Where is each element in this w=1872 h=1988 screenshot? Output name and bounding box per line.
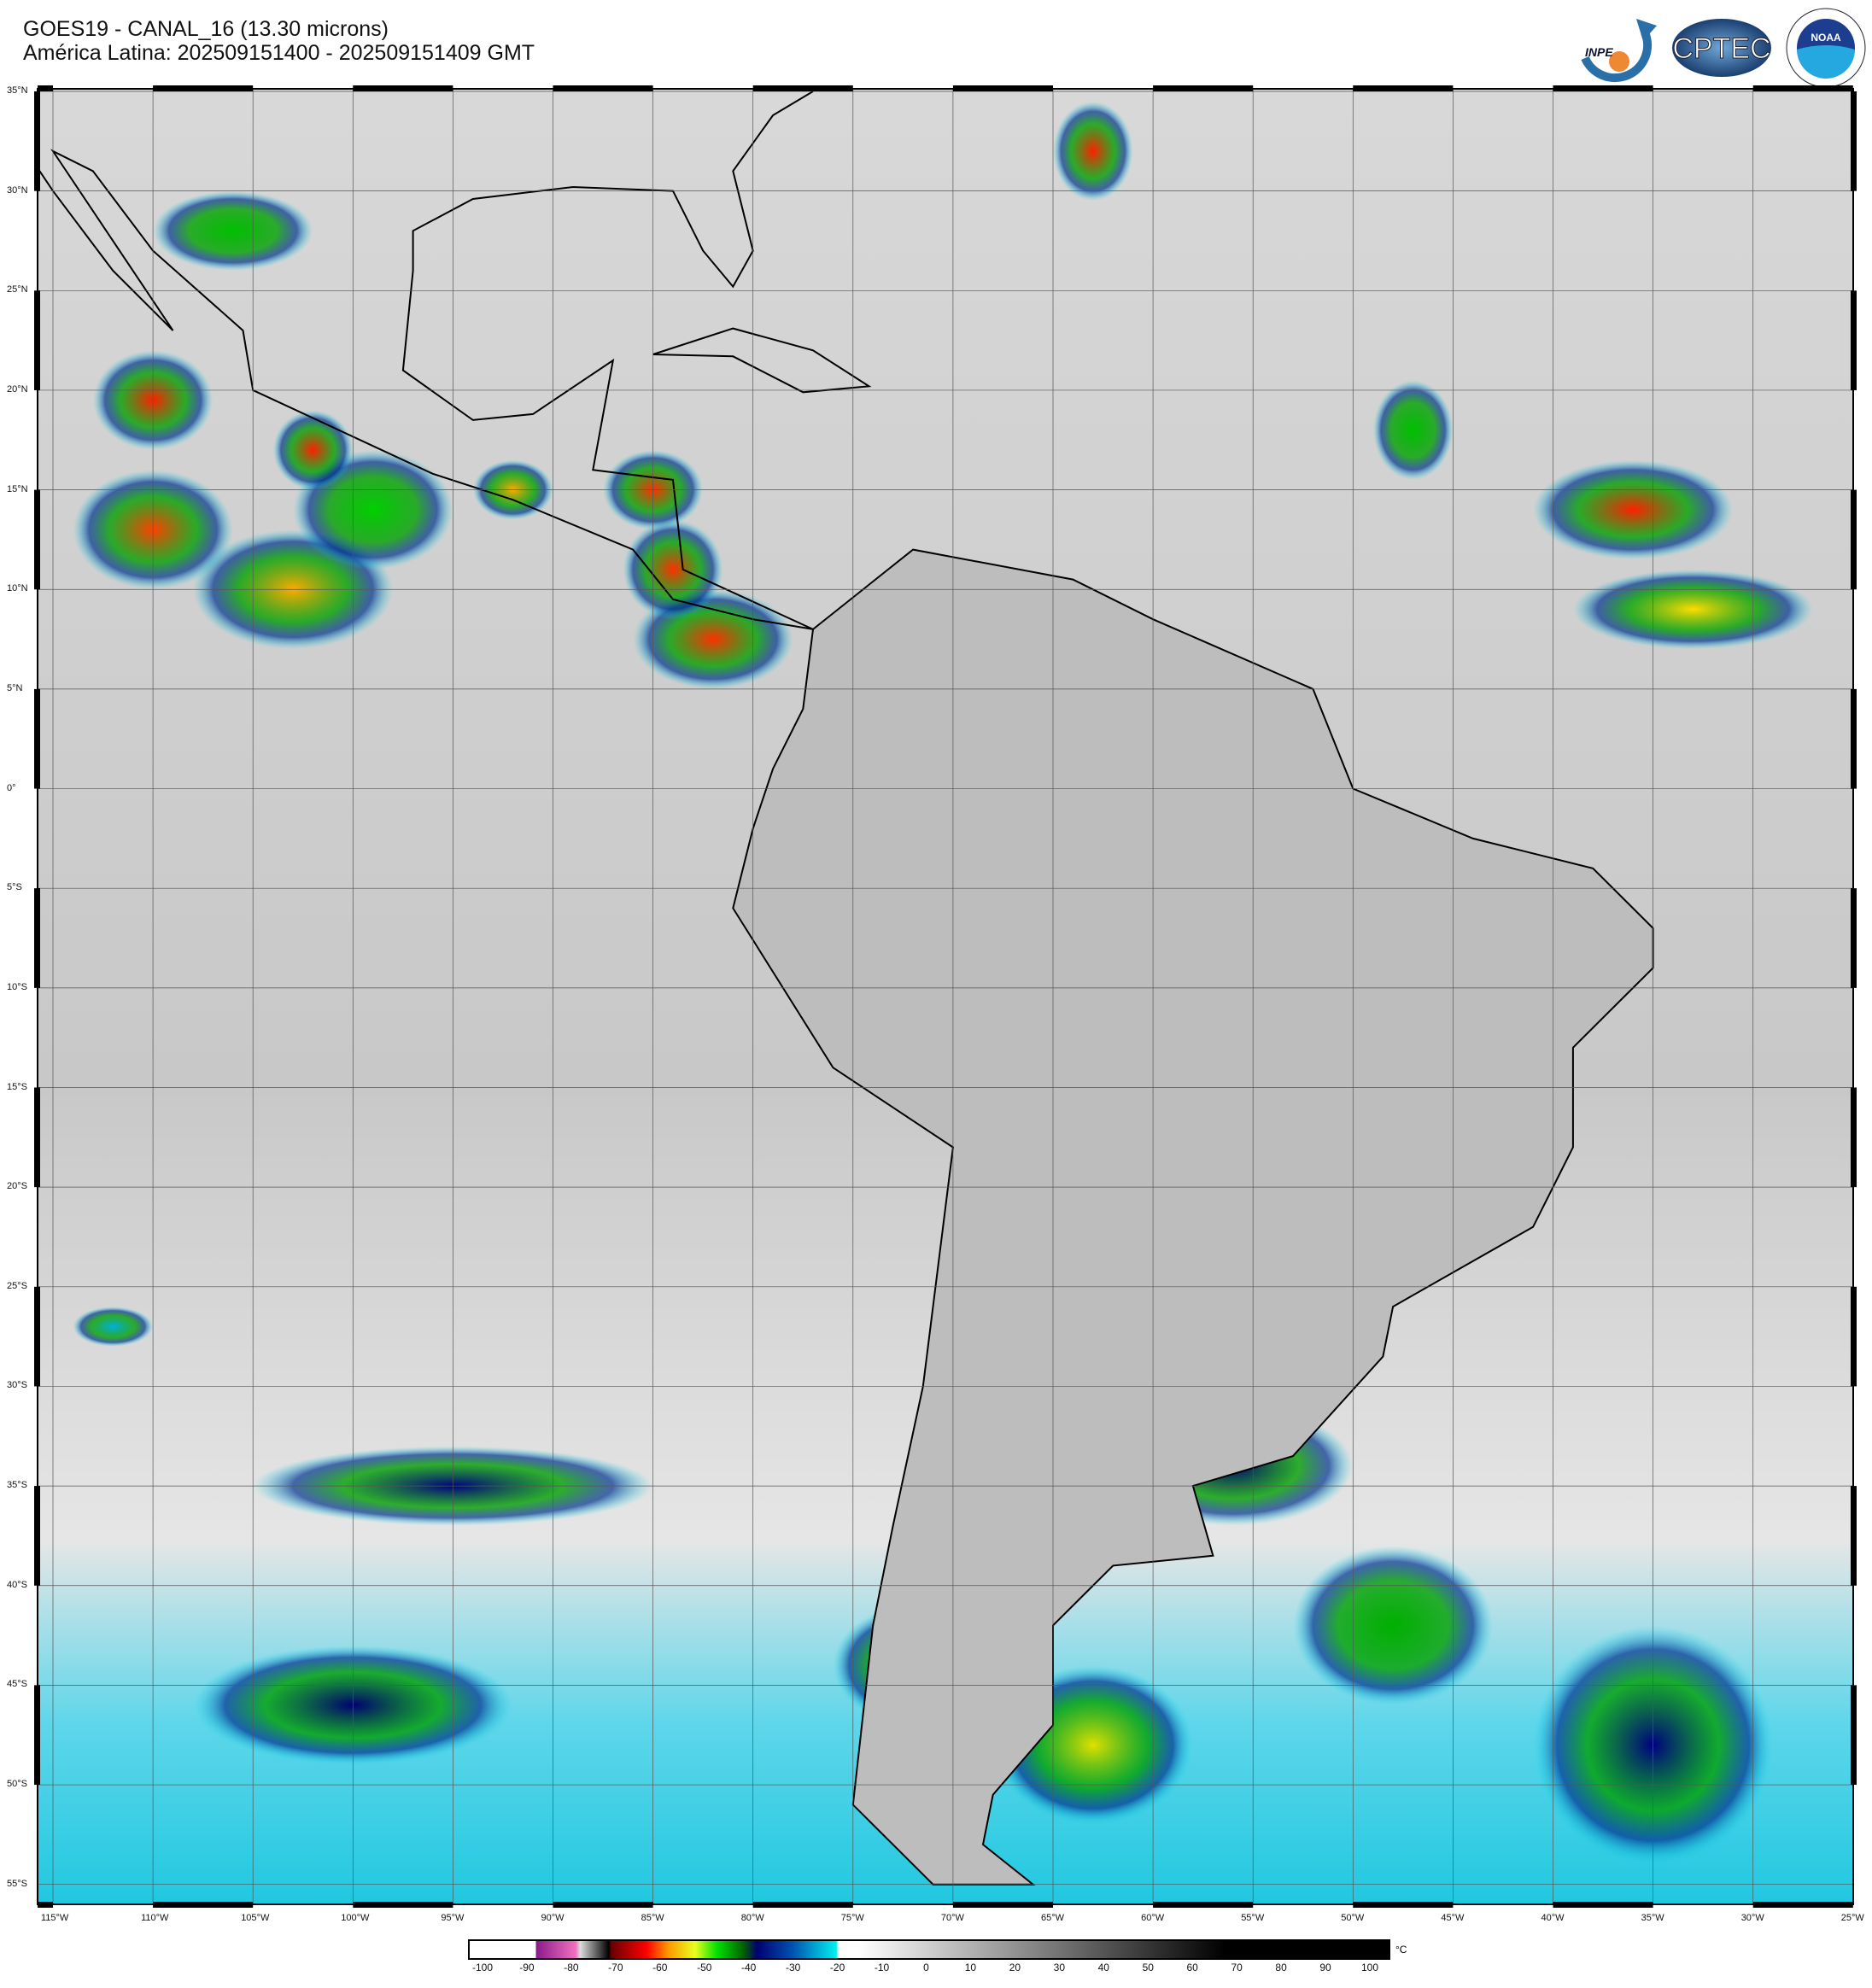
colorbar-tick-label: -30 [785, 1962, 801, 1973]
colorbar-tick-label: -40 [741, 1962, 757, 1973]
colorbar-tick-label: -100 [471, 1962, 494, 1973]
longitude-label: 100°W [341, 1913, 370, 1923]
temperature-colorbar [468, 1939, 1390, 1960]
longitude-label: 85°W [641, 1913, 664, 1923]
central-america-coastline [38, 149, 814, 630]
cloud-system [153, 190, 313, 271]
longitude-label: 35°W [1641, 1913, 1664, 1923]
latitude-label: 35°N [7, 85, 28, 96]
cloud-system [1372, 380, 1454, 480]
longitude-label: 115°W [41, 1913, 69, 1923]
longitude-label: 95°W [441, 1913, 465, 1923]
colorbar-tick-label: 20 [1009, 1962, 1021, 1973]
colorbar-tick-label: 100 [1360, 1962, 1379, 1973]
colorbar-tick-label: 70 [1231, 1962, 1243, 1973]
cuba-coastline [652, 327, 872, 394]
noaa-logo: NOAA [1786, 8, 1866, 88]
cloud-system [1293, 1546, 1494, 1705]
longitude-label: 80°W [740, 1913, 764, 1923]
latitude-label: 25°S [7, 1280, 27, 1291]
colorbar-tick-label: 0 [923, 1962, 929, 1973]
colorbar-tick-label: -60 [652, 1962, 668, 1973]
colorbar-tick-label: -90 [519, 1962, 535, 1973]
latitude-label: 55°S [7, 1878, 27, 1889]
longitude-label: 55°W [1241, 1913, 1265, 1923]
latitude-label: 0° [7, 782, 16, 793]
cloud-system [1053, 101, 1133, 202]
cptec-logo: CPTEC [1672, 19, 1771, 77]
latitude-label: 20°S [7, 1181, 27, 1192]
product-title: GOES19 - CANAL_16 (13.30 microns) [23, 17, 389, 41]
latitude-label: 30°N [7, 184, 28, 196]
longitude-label: 50°W [1341, 1913, 1365, 1923]
latitude-label: 50°S [7, 1779, 27, 1790]
latitude-label: 20°N [7, 383, 28, 395]
latitude-label: 10°S [7, 981, 27, 992]
svg-text:CPTEC: CPTEC [1672, 32, 1770, 65]
svg-text:NOAA: NOAA [1811, 32, 1841, 44]
colorbar-tick-label: -10 [874, 1962, 890, 1973]
latitude-label: 25°N [7, 284, 28, 295]
latitude-label: 10°N [7, 583, 28, 594]
colorbar-tick-label: 80 [1275, 1962, 1287, 1973]
latitude-label: 40°S [7, 1579, 27, 1590]
latitude-label: 15°S [7, 1081, 27, 1092]
longitude-label: 30°W [1740, 1913, 1764, 1923]
latitude-label: 35°S [7, 1480, 27, 1491]
latitude-label: 5°S [7, 882, 22, 893]
longitude-label: 25°W [1840, 1913, 1864, 1923]
latitude-label: 5°N [7, 682, 23, 693]
cloud-system [272, 410, 354, 490]
longitude-label: 110°W [141, 1913, 169, 1923]
colorbar-tick-label: 30 [1053, 1962, 1066, 1973]
inpe-logo: INPE [1581, 19, 1657, 83]
colorbar-unit: °C [1395, 1944, 1407, 1956]
colorbar-tick-label: 50 [1142, 1962, 1154, 1973]
longitude-label: 90°W [541, 1913, 565, 1923]
longitude-label: 105°W [241, 1913, 270, 1923]
longitude-label: 75°W [840, 1913, 864, 1923]
colorbar-tick-label: -20 [829, 1962, 845, 1973]
svg-text:INPE: INPE [1585, 45, 1613, 59]
product-subtitle: América Latina: 202509151400 - 202509151… [23, 41, 535, 65]
colorbar-tick-label: 40 [1097, 1962, 1109, 1973]
longitude-label: 65°W [1041, 1913, 1065, 1923]
colorbar-tick-label: 60 [1186, 1962, 1198, 1973]
colorbar-tick-label: -50 [697, 1962, 712, 1973]
latitude-label: 15°N [7, 483, 28, 494]
cloud-system [623, 519, 723, 620]
longitude-label: 70°W [940, 1913, 964, 1923]
longitude-label: 60°W [1141, 1913, 1165, 1923]
cloud-system [1533, 459, 1734, 560]
colorbar-tick-label: -70 [608, 1962, 623, 1973]
longitude-label: 45°W [1441, 1913, 1465, 1923]
colorbar-tick-label: -80 [564, 1962, 579, 1973]
cloud-system [1573, 569, 1813, 650]
colorbar-tick-label: 90 [1319, 1962, 1331, 1973]
colorbar-tick-label: 10 [964, 1962, 977, 1973]
latitude-label: 45°S [7, 1679, 27, 1690]
longitude-label: 40°W [1541, 1913, 1565, 1923]
cloud-system [73, 1307, 154, 1347]
latitude-label: 30°S [7, 1380, 27, 1391]
